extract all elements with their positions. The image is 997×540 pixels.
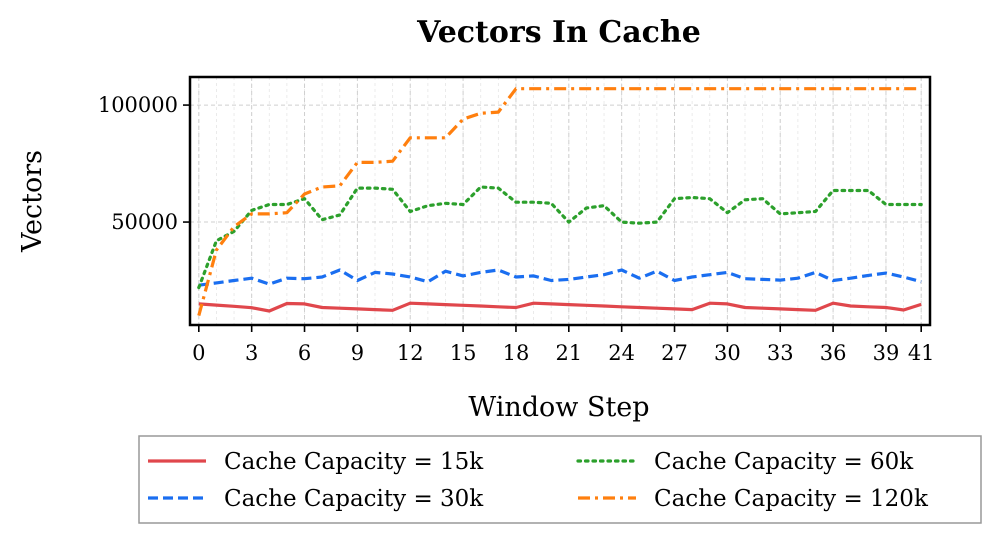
x-tick-label: 0	[192, 341, 205, 365]
x-tick-label: 12	[397, 341, 424, 365]
series-line-1	[198, 301, 922, 313]
x-axis-label: Window Step	[468, 392, 649, 423]
x-tick-label: 3	[245, 341, 258, 365]
x-tick-label: 33	[767, 341, 794, 365]
y-tick-label: 100000	[98, 93, 178, 117]
x-tick-label: 9	[351, 341, 364, 365]
series-line-3	[197, 185, 923, 290]
legend-label-1: Cache Capacity = 15k	[224, 449, 484, 475]
x-tick-label: 39	[873, 341, 900, 365]
x-tick-label: 41	[908, 341, 935, 365]
legend-label-2: Cache Capacity = 30k	[224, 486, 484, 512]
series-line-2	[198, 268, 922, 287]
x-tick-label: 30	[714, 341, 741, 365]
x-tick-label: 27	[661, 341, 688, 365]
legend: Cache Capacity = 15k Cache Capacity = 30k…	[138, 435, 982, 524]
y-tick-label: 50000	[111, 210, 178, 234]
legend-label-4: Cache Capacity = 120k	[654, 486, 929, 512]
x-tick-label: 24	[608, 341, 635, 365]
x-tick-label: 6	[298, 341, 311, 365]
plot-frame	[188, 75, 932, 327]
legend-label-3: Cache Capacity = 60k	[654, 449, 914, 475]
x-tick-label: 21	[555, 341, 582, 365]
x-tick-label: 36	[820, 341, 847, 365]
chart-title: Vectors In Cache	[416, 15, 701, 50]
x-tick-label: 15	[450, 341, 477, 365]
legend-box	[138, 435, 982, 524]
series-line-4	[197, 87, 922, 317]
y-axis-label: Vectors	[17, 150, 48, 253]
x-tick-label: 18	[503, 341, 530, 365]
